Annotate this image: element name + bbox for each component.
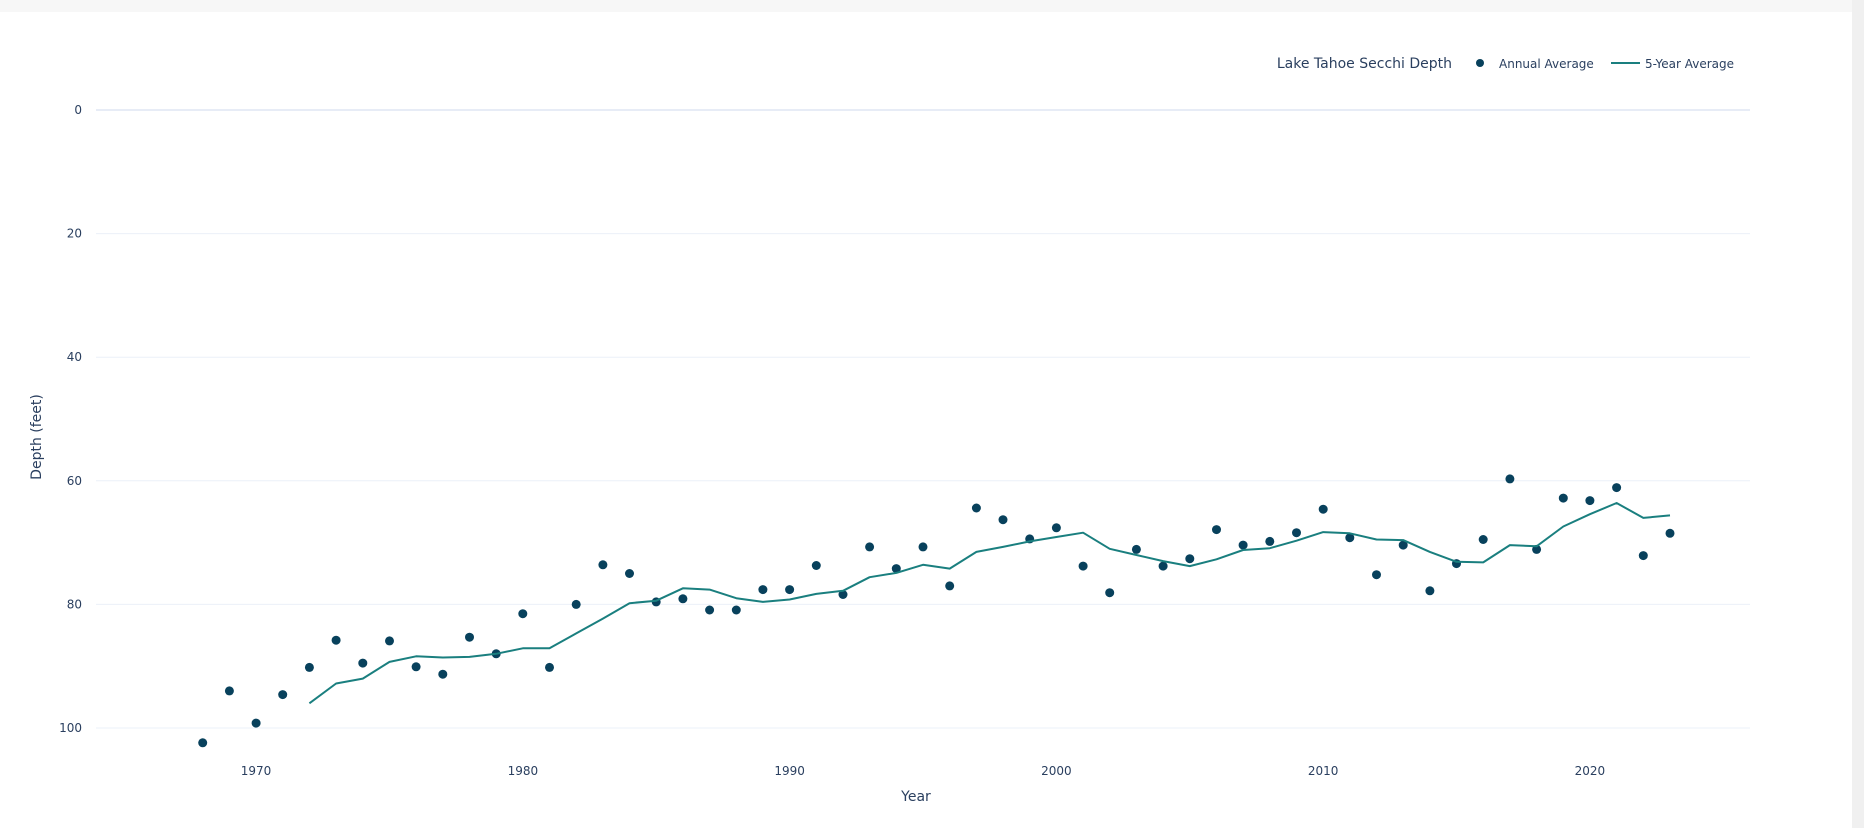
data-point-annual-average [304,662,314,672]
series-line-5-year-average [308,502,1671,705]
data-point-annual-average [1318,504,1328,514]
data-point-annual-average [1158,561,1168,571]
y-tick-label: 100 [59,721,82,735]
x-tick-label: 2020 [1575,764,1606,778]
data-point-annual-average [438,669,448,679]
data-point-annual-average [785,585,795,595]
data-point-annual-average [625,569,634,578]
data-point-annual-average [811,561,821,570]
data-point-annual-average [1345,533,1355,543]
data-point-annual-average [411,662,421,672]
x-axis-ticks: 1970 1980 1990 2000 2010 2020 [241,764,1605,778]
data-point-annual-average [1292,528,1301,538]
data-point-annual-average [1265,536,1275,546]
data-point-annual-average [598,560,608,570]
data-point-annual-average [545,662,554,672]
scrollbar[interactable] [1852,0,1864,828]
y-axis-title: Depth (feet) [29,394,45,480]
data-point-annual-average [198,738,208,748]
data-point-annual-average [1212,525,1221,535]
data-point-annual-average [971,503,981,513]
x-tick-label: 1980 [508,764,539,778]
data-point-annual-average [705,605,715,615]
data-point-annual-average [891,564,901,574]
data-point-annual-average [945,581,955,591]
legend-label-annual: Annual Average [1499,57,1594,71]
data-point-annual-average [358,658,368,668]
data-point-annual-average [571,599,581,609]
data-point-annual-average [1425,586,1435,596]
x-axis-title: Year [900,789,931,805]
data-point-annual-average [918,542,928,552]
plot-area [198,474,1675,748]
y-axis-ticks: 0 20 40 60 80 100 [59,103,82,735]
x-tick-label: 1970 [241,764,272,778]
data-point-annual-average [731,605,741,615]
data-point-annual-average [278,690,288,700]
legend-label-5yr: 5-Year Average [1645,57,1734,71]
data-point-annual-average [251,718,261,728]
data-point-annual-average [758,585,768,595]
data-point-annual-average [1478,535,1488,544]
data-point-annual-average [1612,483,1622,493]
gridlines [96,109,1750,729]
data-point-annual-average [1051,523,1061,533]
data-point-annual-average [1105,588,1115,598]
y-tick-label: 80 [67,597,82,611]
data-point-annual-average [465,632,474,642]
data-point-annual-average [518,609,528,619]
data-point-annual-average [1558,493,1568,503]
y-tick-label: 20 [67,227,82,241]
legend[interactable]: Lake Tahoe Secchi Depth Annual Average 5… [1277,56,1734,72]
x-tick-label: 1990 [774,764,805,778]
data-point-annual-average [385,636,394,646]
data-point-annual-average [1505,474,1515,484]
x-tick-label: 2000 [1041,764,1072,778]
data-point-annual-average [1585,496,1595,506]
y-tick-label: 0 [74,103,82,117]
legend-title: Lake Tahoe Secchi Depth [1277,56,1452,72]
data-point-annual-average [1372,570,1381,580]
data-point-annual-average [1638,551,1648,561]
y-tick-label: 40 [67,350,82,364]
data-point-annual-average [1665,528,1675,538]
data-point-annual-average [865,542,875,552]
data-point-annual-average [998,515,1008,525]
data-point-annual-average [1238,540,1248,550]
x-tick-label: 2010 [1308,764,1339,778]
chart-panel [0,12,1852,828]
data-point-annual-average [1185,554,1195,564]
data-point-annual-average [224,686,234,696]
data-point-annual-average [838,590,848,599]
data-point-annual-average [1131,544,1141,554]
data-point-annual-average [678,594,688,604]
data-point-annual-average [1078,561,1088,571]
data-point-annual-average [1398,540,1408,550]
data-point-annual-average [331,635,341,645]
legend-marker-annual [1476,59,1484,67]
y-tick-label: 60 [67,474,82,488]
